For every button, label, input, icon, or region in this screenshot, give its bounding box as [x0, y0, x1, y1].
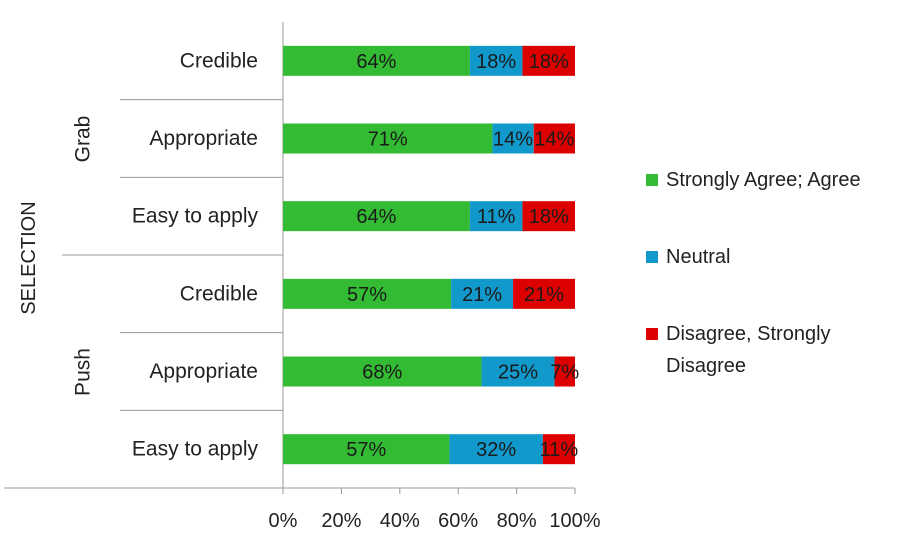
- category-label: Credible: [180, 49, 258, 72]
- category-label: Credible: [180, 282, 258, 305]
- legend-label: Disagree, Strongly: [666, 323, 831, 345]
- bar-segment: [522, 201, 575, 232]
- bars: [283, 45, 575, 465]
- group-label-push: Push: [72, 348, 95, 396]
- category-label: Appropriate: [149, 127, 258, 150]
- data-label: 25%: [498, 362, 538, 384]
- legend-swatch: [646, 174, 658, 186]
- category-labels: Credible Appropriate Easy to apply Credible…: [132, 49, 259, 460]
- bar-segment: [469, 45, 523, 76]
- x-tick-label: 0%: [269, 510, 298, 532]
- group-label-grab: Grab: [72, 116, 95, 163]
- legend: Strongly Agree; Agree Neutral Disagree, St…: [646, 169, 861, 377]
- bar-segment: [469, 201, 523, 232]
- data-label: 57%: [347, 284, 387, 306]
- category-label: Easy to apply: [132, 438, 259, 461]
- data-label: 71%: [368, 129, 408, 151]
- bar-segment: [283, 123, 493, 154]
- data-label: 21%: [462, 284, 502, 306]
- data-label: 64%: [356, 206, 396, 228]
- bar-segment: [481, 356, 555, 387]
- bar-segment: [533, 123, 575, 154]
- category-label: Easy to apply: [132, 205, 259, 228]
- data-labels: 64% 18% 18% 71% 14% 14% 64% 11% 18% 57% 21% 21% 68% 2…: [346, 51, 579, 461]
- bar-segment: [283, 201, 470, 232]
- data-label: 18%: [529, 51, 569, 73]
- data-label: 14%: [534, 129, 574, 151]
- bar-segment: [283, 434, 450, 465]
- data-label: 18%: [529, 206, 569, 228]
- category-label: Appropriate: [149, 360, 258, 383]
- data-label: 32%: [476, 439, 516, 461]
- data-label: 11%: [477, 206, 516, 228]
- bar-segment: [542, 434, 575, 465]
- legend-swatch: [646, 251, 658, 263]
- data-label: 57%: [346, 439, 386, 461]
- bar-segment: [283, 278, 452, 309]
- bar-segment: [522, 45, 575, 76]
- data-label: 14%: [493, 129, 533, 151]
- x-axis-ticks: 0% 20% 40% 60% 80% 100%: [269, 488, 601, 532]
- data-label: 7%: [550, 362, 579, 384]
- x-tick-label: 60%: [438, 510, 478, 532]
- bar-segment: [492, 123, 534, 154]
- y-axis-title: SELECTION: [18, 201, 40, 314]
- data-label: 21%: [524, 284, 564, 306]
- bar-segment: [283, 356, 482, 387]
- bar-segment: [451, 278, 514, 309]
- legend-label: Disagree: [666, 355, 746, 377]
- legend-label: Neutral: [666, 246, 730, 268]
- x-tick-label: 100%: [549, 510, 600, 532]
- legend-swatch: [646, 328, 658, 340]
- x-tick-label: 40%: [380, 510, 420, 532]
- bar-segment: [513, 278, 575, 309]
- bar-segment: [449, 434, 543, 465]
- x-tick-label: 20%: [321, 510, 361, 532]
- bar-segment: [554, 356, 575, 387]
- bar-segment: [283, 45, 470, 76]
- category-dividers: [120, 99, 283, 411]
- data-label: 68%: [362, 362, 402, 384]
- data-label: 11%: [540, 439, 579, 461]
- data-label: 18%: [476, 51, 516, 73]
- x-tick-label: 80%: [497, 510, 537, 532]
- data-label: 64%: [356, 51, 396, 73]
- legend-label: Strongly Agree; Agree: [666, 169, 861, 191]
